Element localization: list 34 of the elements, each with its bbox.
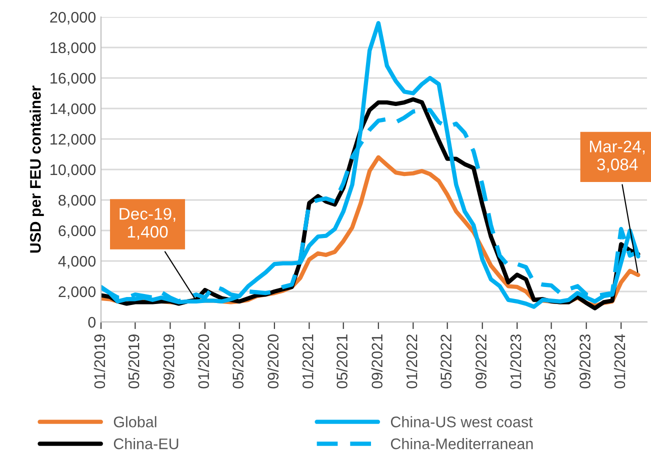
legend-label: China-Mediterranean [390,438,533,450]
x-tick-label: 09/2022 [475,334,486,388]
x-tick-label: 05/2021 [336,334,348,388]
annotation: Dec-19, 1,400 [120,208,176,240]
x-tick-label: 01/2024 [614,334,626,388]
x-tick-label: 09/2021 [371,334,383,388]
x-tick-label: 01/2020 [198,334,210,388]
legend-label: China-US west coast [390,416,533,428]
legend-label: China-EU [114,438,178,450]
x-tick-label: 01/2021 [302,334,314,388]
y-tick-label: 12,000 [50,134,96,146]
y-tick-label: 2,000 [58,286,96,299]
legend-label: Global [114,416,156,428]
x-tick-label: 09/2023 [579,334,590,388]
x-tick-label: 09/2019 [163,334,174,388]
x-tick-label: 05/2022 [440,334,452,388]
x-tick-label: 05/2019 [128,334,140,388]
y-tick-label: 0 [88,316,96,328]
annotation: Mar-24, 3,084 [590,140,645,172]
y-tick-label: 16,000 [50,72,96,86]
x-tick-label: 05/2020 [232,334,244,388]
x-tick-label: 01/2019 [94,334,106,388]
y-axis-title: USD per FEU container [30,86,44,253]
y-tick-label: 14,000 [50,103,96,116]
y-tick-label: 20,000 [50,12,96,24]
x-tick-label: 01/2023 [510,334,522,388]
y-tick-label: 6,000 [58,225,96,238]
y-tick-label: 10,000 [50,164,96,177]
x-tick-label: 05/2023 [544,334,556,388]
x-tick-label: 01/2022 [406,334,418,388]
y-tick-label: 8,000 [58,194,96,208]
y-tick-label: 4,000 [58,256,96,268]
x-tick-label: 09/2020 [267,334,279,388]
y-tick-label: 18,000 [50,42,96,55]
